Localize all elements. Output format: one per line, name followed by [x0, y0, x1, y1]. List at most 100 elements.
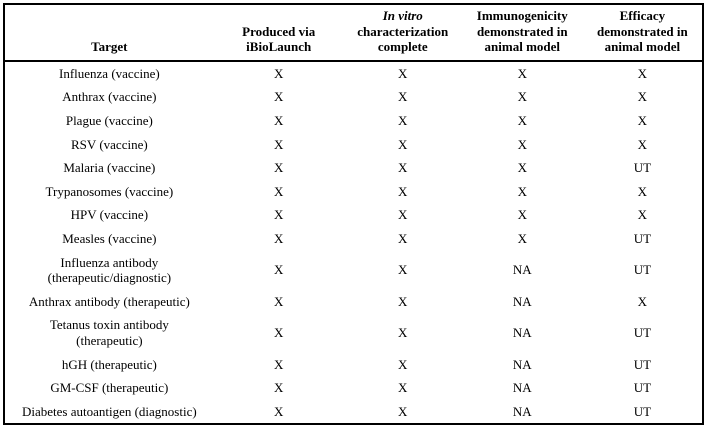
cell-produced: X — [273, 293, 284, 309]
cell-target: GM-CSF (therapeutic) — [50, 380, 169, 396]
cell-immunogenicity: NA — [512, 403, 532, 419]
cell-invitro: X — [398, 262, 408, 278]
cell-immunogenicity: NA — [512, 356, 532, 372]
cell-produced: X — [273, 65, 284, 81]
cell-target: Plague (vaccine) — [65, 112, 153, 128]
cell-target: Measles (vaccine) — [62, 230, 157, 246]
pipeline-table: Target Produced via iBioLaunch In vitro c… — [3, 3, 704, 426]
cell-produced: X — [273, 136, 284, 152]
table-body: Influenza (vaccine) X X X X Anthrax (vac… — [4, 61, 703, 425]
table-row: GM-CSF (therapeutic) X X NA UT — [4, 376, 703, 400]
cell-invitro: X — [398, 89, 408, 105]
cell-efficacy: X — [637, 293, 648, 309]
cell-invitro: X — [398, 325, 408, 341]
header-row: Target Produced via iBioLaunch In vitro c… — [4, 4, 703, 62]
cell-invitro: X — [398, 160, 408, 176]
cell-efficacy: UT — [633, 262, 652, 278]
cell-invitro: X — [398, 356, 408, 372]
table-row: Malaria (vaccine) X X X UT — [4, 156, 703, 180]
table-row: Diabetes autoantigen (diagnostic) X X NA… — [4, 400, 703, 425]
table-row: RSV (vaccine) X X X X — [4, 133, 703, 157]
cell-target: Anthrax antibody (therapeutic) — [28, 293, 190, 309]
cell-immunogenicity: X — [517, 89, 527, 105]
table-row: Plague (vaccine) X X X X — [4, 109, 703, 133]
cell-produced: X — [273, 160, 284, 176]
column-header-produced: Produced via iBioLaunch — [213, 4, 344, 62]
cell-target: HPV (vaccine) — [70, 207, 149, 223]
table-row: hGH (therapeutic) X X NA UT — [4, 353, 703, 377]
cell-invitro: X — [398, 403, 408, 419]
cell-immunogenicity: X — [517, 65, 527, 81]
table-row: Anthrax (vaccine) X X X X — [4, 85, 703, 109]
cell-invitro: X — [398, 380, 408, 396]
cell-target: Trypanosomes (vaccine) — [45, 183, 174, 199]
cell-produced: X — [273, 183, 284, 199]
cell-target: Anthrax (vaccine) — [62, 89, 157, 105]
cell-immunogenicity: X — [517, 160, 527, 176]
cell-produced: X — [273, 207, 284, 223]
cell-efficacy: X — [637, 89, 648, 105]
table-row: Influenza (vaccine) X X X X — [4, 61, 703, 86]
cell-efficacy: X — [637, 183, 648, 199]
cell-efficacy: UT — [633, 325, 652, 341]
cell-efficacy: X — [637, 136, 648, 152]
cell-produced: X — [273, 230, 284, 246]
cell-target: Tetanus toxin antibody (therapeutic) — [49, 317, 169, 348]
cell-produced: X — [273, 325, 284, 341]
cell-invitro: X — [398, 293, 408, 309]
cell-invitro: X — [398, 183, 408, 199]
cell-efficacy: X — [637, 65, 648, 81]
cell-invitro: X — [398, 65, 408, 81]
table-row: Trypanosomes (vaccine) X X X X — [4, 180, 703, 204]
cell-produced: X — [273, 262, 284, 278]
cell-efficacy: X — [637, 207, 648, 223]
cell-efficacy: UT — [633, 230, 652, 246]
cell-immunogenicity: X — [517, 112, 527, 128]
cell-immunogenicity: X — [517, 207, 527, 223]
cell-immunogenicity: X — [517, 136, 527, 152]
column-header-produced-label: Produced via iBioLaunch — [242, 23, 316, 55]
column-header-immunogenicity-label: Immunogenicity demonstrated in animal mo… — [476, 8, 568, 55]
table-row: HPV (vaccine) X X X X — [4, 203, 703, 227]
cell-target: hGH (therapeutic) — [61, 356, 157, 372]
cell-efficacy: X — [637, 112, 648, 128]
column-header-target-label: Target — [91, 39, 128, 55]
cell-target: Malaria (vaccine) — [63, 160, 156, 176]
cell-immunogenicity: X — [517, 183, 527, 199]
cell-produced: X — [273, 89, 284, 105]
column-header-immunogenicity: Immunogenicity demonstrated in animal mo… — [461, 4, 583, 62]
cell-produced: X — [273, 356, 284, 372]
cell-invitro: X — [398, 207, 408, 223]
table-row: Influenza antibody (therapeutic/diagnost… — [4, 251, 703, 290]
cell-immunogenicity: NA — [512, 293, 532, 309]
cell-efficacy: UT — [633, 403, 652, 419]
table-row: Anthrax antibody (therapeutic) X X NA X — [4, 290, 703, 314]
table-row: Measles (vaccine) X X X UT — [4, 227, 703, 251]
cell-produced: X — [273, 112, 284, 128]
cell-target: Influenza (vaccine) — [59, 65, 160, 81]
column-header-target: Target — [4, 4, 214, 62]
cell-immunogenicity: X — [517, 230, 527, 246]
column-header-invitro-italic-label: In vitro — [382, 8, 423, 23]
table-row: Tetanus toxin antibody (therapeutic) X X… — [4, 313, 703, 352]
cell-invitro: X — [398, 112, 408, 128]
column-header-efficacy: Efficacy demonstrated in animal model — [582, 4, 703, 62]
cell-immunogenicity: NA — [512, 325, 532, 341]
cell-target: Influenza antibody (therapeutic/diagnost… — [47, 254, 172, 286]
cell-invitro: X — [398, 136, 408, 152]
cell-produced: X — [273, 403, 284, 419]
table-header: Target Produced via iBioLaunch In vitro c… — [4, 4, 703, 62]
column-header-invitro-label: characterization complete — [357, 23, 449, 55]
cell-immunogenicity: NA — [512, 380, 532, 396]
cell-target: Diabetes autoantigen (diagnostic) — [21, 403, 197, 419]
column-header-invitro: In vitro characterization complete — [343, 4, 462, 62]
cell-efficacy: UT — [633, 356, 652, 372]
cell-invitro: X — [398, 230, 408, 246]
cell-target: RSV (vaccine) — [71, 136, 148, 152]
cell-efficacy: UT — [633, 160, 652, 176]
cell-produced: X — [273, 380, 284, 396]
column-header-efficacy-label: Efficacy demonstrated in animal model — [597, 8, 688, 55]
cell-immunogenicity: NA — [512, 262, 532, 278]
cell-efficacy: UT — [633, 380, 652, 396]
